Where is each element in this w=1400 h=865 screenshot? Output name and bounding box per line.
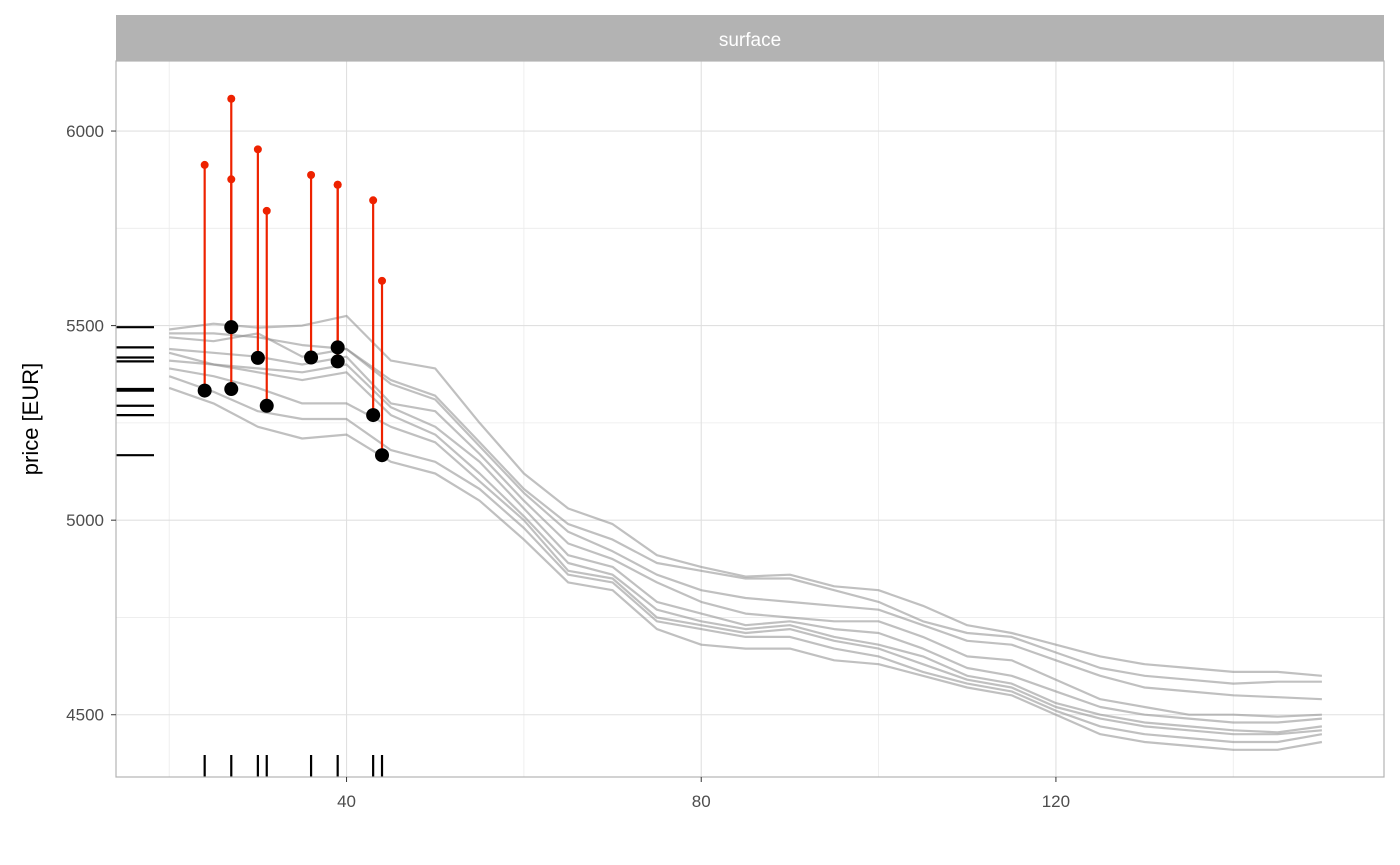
observation-point (304, 350, 319, 365)
actual-value-point (200, 160, 209, 169)
facet-strip-background (116, 15, 1384, 61)
actual-value-point (307, 171, 316, 180)
profile-line (168, 351, 1322, 724)
panel-border (115, 60, 1385, 778)
profile-line (168, 375, 1323, 744)
actual-value-point (227, 94, 236, 103)
y-axis-title: price [EUR] (18, 363, 43, 475)
profile-line (168, 386, 1323, 751)
observation-point (197, 383, 212, 398)
x-axis: 40 80 120 (337, 777, 1070, 811)
actual-value-point (378, 276, 387, 285)
profile-line (169, 367, 1322, 736)
rug-marks (116, 326, 384, 777)
actual-value-point (369, 196, 378, 205)
profile-line (169, 332, 1322, 701)
y-axis: 4500 5000 5500 6000 (66, 122, 116, 725)
observation-point (224, 320, 239, 335)
profile-line (169, 314, 1322, 677)
facet-strip: surface (116, 15, 1384, 61)
actual-value-point (333, 180, 342, 189)
observation-point (366, 408, 381, 423)
actual-value-point (253, 145, 262, 154)
x-tick-label: 120 (1042, 792, 1070, 811)
minor-gridlines (116, 61, 1384, 777)
x-tick-label: 40 (337, 792, 356, 811)
plot-panel (115, 60, 1385, 778)
observation-point (330, 340, 345, 355)
profile-lines (168, 314, 1323, 751)
y-tick-label: 4500 (66, 706, 104, 725)
y-tick-label: 5500 (66, 317, 104, 336)
observation-point (330, 354, 345, 369)
profile-line (169, 359, 1323, 734)
observation-point (250, 350, 265, 365)
actual-value-point (262, 206, 271, 215)
y-tick-label: 5000 (66, 511, 104, 530)
observation-point (259, 398, 274, 413)
observation-points (197, 320, 390, 463)
profile-line (169, 347, 1322, 718)
observation-point (375, 448, 390, 463)
residual-segments (200, 94, 387, 456)
y-tick-label: 6000 (66, 122, 104, 141)
observation-point (224, 382, 239, 397)
facet-strip-label: surface (719, 30, 781, 51)
x-tick-label: 80 (692, 792, 711, 811)
